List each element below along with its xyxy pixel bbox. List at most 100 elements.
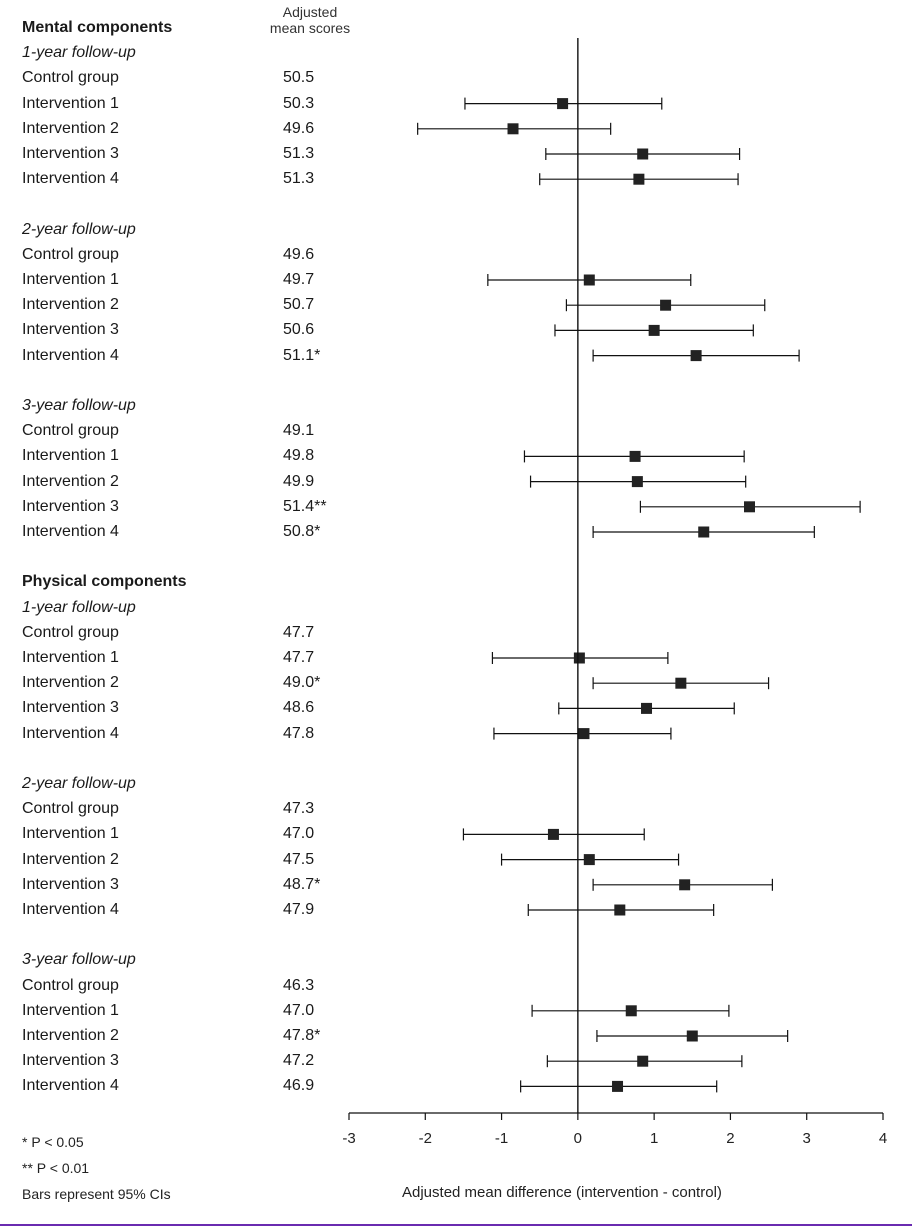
estimate-marker (637, 148, 649, 160)
adjusted-mean-score: 50.5 (283, 69, 315, 87)
footnote-ci: Bars represent 95% CIs (22, 1186, 171, 1202)
group-label: Intervention 1 (22, 825, 119, 843)
group-label: Control group (22, 422, 119, 440)
estimate-marker (583, 274, 595, 286)
adjusted-mean-score: 49.6 (283, 119, 315, 137)
adjusted-mean-score: 49.1 (283, 422, 315, 440)
group-label: Intervention 2 (22, 1027, 119, 1044)
adjusted-mean-score: 47.8* (283, 1027, 321, 1044)
group-label: Intervention 2 (22, 119, 119, 137)
x-tick-label: -2 (419, 1130, 432, 1147)
adjusted-mean-score: 49.8 (283, 447, 315, 465)
estimate-marker (641, 702, 653, 714)
estimate-marker (612, 1080, 624, 1092)
estimate-marker (698, 526, 710, 538)
estimate-marker (583, 854, 595, 866)
estimate-marker (578, 728, 590, 740)
estimate-marker (547, 828, 559, 840)
group-label: Intervention 4 (22, 523, 119, 540)
group-label: Intervention 4 (22, 901, 119, 918)
footnote-p01: ** P < 0.01 (22, 1160, 90, 1176)
x-tick-label: 1 (650, 1130, 658, 1147)
adjusted-mean-score: 47.9 (283, 901, 315, 918)
group-label: Control group (22, 976, 119, 994)
group-label: Control group (22, 623, 119, 641)
adjusted-mean-score: 51.4** (283, 497, 327, 515)
group-label: Intervention 4 (22, 1077, 119, 1095)
followup-label: 2-year follow-up (22, 220, 136, 238)
group-label: Intervention 3 (22, 1052, 119, 1070)
group-label: Intervention 1 (22, 447, 119, 465)
estimate-marker (614, 904, 626, 916)
adjusted-mean-score: 50.6 (283, 321, 315, 339)
estimate-marker (507, 123, 519, 135)
adjusted-mean-score: 47.7 (283, 623, 315, 641)
group-label: Intervention 1 (22, 649, 119, 666)
group-label: Intervention 4 (22, 724, 119, 742)
score-header-line-2: mean scores (269, 20, 351, 36)
adjusted-mean-score: 47.7 (283, 649, 315, 666)
x-tick-label: 2 (726, 1130, 734, 1147)
followup-label: 2-year follow-up (22, 775, 136, 792)
estimate-marker (557, 98, 569, 110)
adjusted-mean-score: 51.1* (283, 346, 321, 364)
plot-marks: -3 -2 -1 0 1 2 3 4 (342, 38, 887, 1147)
estimate-marker (629, 450, 641, 462)
followup-label: 3-year follow-up (22, 951, 136, 969)
adjusted-mean-score: 50.3 (283, 94, 315, 112)
group-label: Intervention 3 (22, 875, 119, 893)
group-label: Intervention 2 (22, 674, 119, 692)
group-label: Control group (22, 245, 119, 263)
followup-label: 1-year follow-up (22, 598, 136, 616)
adjusted-mean-score: 48.6 (283, 699, 315, 717)
adjusted-mean-score: 47.2 (283, 1052, 315, 1070)
adjusted-mean-score: 46.3 (283, 976, 315, 994)
group-label: Intervention 1 (22, 1001, 119, 1019)
followup-label: 1-year follow-up (22, 44, 136, 62)
group-label: Intervention 1 (22, 94, 119, 112)
estimate-marker (744, 501, 755, 513)
group-label: Intervention 2 (22, 472, 119, 490)
x-tick-label: 0 (574, 1130, 582, 1147)
adjusted-mean-score: 47.5 (283, 850, 315, 868)
group-label: Intervention 2 (22, 296, 119, 314)
group-label: Intervention 4 (22, 170, 119, 188)
adjusted-mean-score: 49.0* (283, 674, 321, 692)
group-label: Intervention 3 (22, 145, 119, 162)
adjusted-mean-score: 47.0 (283, 825, 315, 843)
group-label: Control group (22, 800, 119, 818)
x-axis-title: Adjusted mean difference (intervention -… (402, 1184, 722, 1201)
adjusted-mean-score: 46.9 (283, 1077, 315, 1095)
adjusted-mean-score: 51.3 (283, 145, 315, 162)
adjusted-mean-score: 47.8 (283, 724, 315, 742)
estimate-marker (679, 879, 691, 891)
adjusted-mean-score: 50.7 (283, 296, 315, 314)
adjusted-mean-score: 49.9 (283, 472, 315, 490)
footnote-p05: * P < 0.05 (22, 1134, 84, 1150)
x-tick-label: 3 (803, 1130, 811, 1147)
adjusted-mean-score: 48.7* (283, 875, 321, 893)
score-header-line-1: Adjusted (282, 4, 338, 20)
estimate-marker (675, 677, 687, 689)
adjusted-mean-score: 50.8* (283, 523, 321, 540)
group-label: Intervention 2 (22, 850, 119, 868)
estimate-marker (637, 1055, 649, 1067)
group-label: Intervention 3 (22, 497, 119, 515)
estimate-marker (631, 476, 643, 488)
adjusted-mean-score: 47.3 (283, 800, 315, 818)
adjusted-mean-score: 49.6 (283, 245, 315, 263)
adjusted-mean-score: 47.0 (283, 1001, 315, 1019)
x-tick-label: 4 (879, 1130, 887, 1147)
adjusted-mean-score: 49.7 (283, 271, 315, 288)
group-label: Intervention 4 (22, 346, 119, 364)
x-tick-label: -3 (342, 1130, 355, 1147)
score-column-header: Adjusted mean scores (250, 4, 370, 36)
estimate-marker (648, 324, 660, 336)
estimate-marker (633, 173, 645, 185)
group-label: Intervention 3 (22, 699, 119, 717)
section-label: Physical components (22, 573, 187, 591)
estimate-marker (625, 1005, 637, 1017)
estimate-marker (573, 652, 585, 664)
